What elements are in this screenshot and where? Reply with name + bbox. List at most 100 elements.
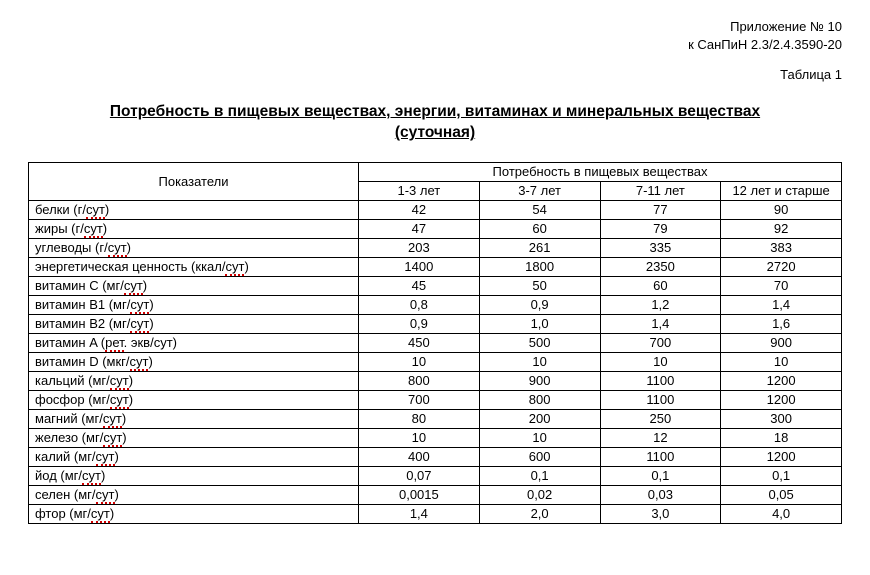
cell-value: 0,0015 bbox=[359, 485, 480, 504]
row-label-squiggle: сут bbox=[96, 487, 115, 504]
cell-value: 92 bbox=[721, 219, 842, 238]
cell-value: 10 bbox=[600, 352, 721, 371]
cell-value: 0,07 bbox=[359, 466, 480, 485]
col-header-indicator: Показатели bbox=[29, 162, 359, 200]
header-line-2: к СанПиН 2.3/2.4.3590-20 bbox=[28, 36, 842, 54]
row-label-pre: витамин D (мкг/ bbox=[35, 354, 130, 369]
cell-value: 300 bbox=[721, 409, 842, 428]
row-label-pre: йод (мг/ bbox=[35, 468, 82, 483]
cell-value: 2350 bbox=[600, 257, 721, 276]
table-row: витамин D (мкг/сут)10101010 bbox=[29, 352, 842, 371]
row-label-post: ) bbox=[149, 316, 153, 331]
row-label-post: ) bbox=[122, 411, 126, 426]
table-body: белки (г/сут)42547790жиры (г/сут)4760799… bbox=[29, 200, 842, 523]
table-row: витамин A (рет. экв/сут)450500700900 bbox=[29, 333, 842, 352]
title-line-2: (суточная) bbox=[395, 124, 475, 141]
table-row: фосфор (мг/сут)70080011001200 bbox=[29, 390, 842, 409]
cell-value: 0,9 bbox=[359, 314, 480, 333]
table-row: углеводы (г/сут)203261335383 bbox=[29, 238, 842, 257]
title-line-1: Потребность в пищевых веществах, энергии… bbox=[110, 103, 760, 120]
row-label-pre: кальций (мг/ bbox=[35, 373, 110, 388]
table-number-label: Таблица 1 bbox=[28, 67, 842, 82]
cell-value: 42 bbox=[359, 200, 480, 219]
row-label-squiggle: сут bbox=[84, 221, 103, 238]
row-label: витамин B2 (мг/сут) bbox=[29, 314, 359, 333]
nutrition-table-container: Показатели Потребность в пищевых веществ… bbox=[28, 162, 842, 524]
cell-value: 900 bbox=[721, 333, 842, 352]
table-row: магний (мг/сут)80200250300 bbox=[29, 409, 842, 428]
table-row: кальций (мг/сут)80090011001200 bbox=[29, 371, 842, 390]
cell-value: 1100 bbox=[600, 390, 721, 409]
table-row: белки (г/сут)42547790 bbox=[29, 200, 842, 219]
row-label-post: . экв/сут) bbox=[124, 335, 177, 350]
cell-value: 12 bbox=[600, 428, 721, 447]
row-label-post: ) bbox=[148, 354, 152, 369]
cell-value: 10 bbox=[359, 352, 480, 371]
row-label: селен (мг/сут) bbox=[29, 485, 359, 504]
cell-value: 1100 bbox=[600, 447, 721, 466]
row-label-squiggle: сут bbox=[91, 506, 110, 523]
row-label: белки (г/сут) bbox=[29, 200, 359, 219]
row-label-post: ) bbox=[105, 202, 109, 217]
cell-value: 10 bbox=[479, 428, 600, 447]
cell-value: 500 bbox=[479, 333, 600, 352]
row-label: витамин D (мкг/сут) bbox=[29, 352, 359, 371]
row-label-post: ) bbox=[101, 468, 105, 483]
cell-value: 79 bbox=[600, 219, 721, 238]
row-label-squiggle: сут bbox=[130, 354, 149, 371]
cell-value: 800 bbox=[479, 390, 600, 409]
cell-value: 203 bbox=[359, 238, 480, 257]
row-label: витамин B1 (мг/сут) bbox=[29, 295, 359, 314]
cell-value: 1,4 bbox=[359, 504, 480, 523]
row-label-post: ) bbox=[115, 487, 119, 502]
row-label-squiggle: сут bbox=[225, 259, 244, 276]
cell-value: 54 bbox=[479, 200, 600, 219]
cell-value: 2,0 bbox=[479, 504, 600, 523]
table-row: витамин C (мг/сут)45506070 bbox=[29, 276, 842, 295]
cell-value: 1800 bbox=[479, 257, 600, 276]
cell-value: 0,03 bbox=[600, 485, 721, 504]
row-label-post: ) bbox=[122, 430, 126, 445]
cell-value: 2720 bbox=[721, 257, 842, 276]
row-label-squiggle: сут bbox=[110, 392, 129, 409]
table-row: железо (мг/сут)10101218 bbox=[29, 428, 842, 447]
cell-value: 10 bbox=[359, 428, 480, 447]
cell-value: 383 bbox=[721, 238, 842, 257]
row-label-post: ) bbox=[103, 221, 107, 236]
nutrition-table: Показатели Потребность в пищевых веществ… bbox=[28, 162, 842, 524]
cell-value: 0,02 bbox=[479, 485, 600, 504]
row-label-post: ) bbox=[115, 449, 119, 464]
row-label-squiggle: сут bbox=[124, 278, 143, 295]
cell-value: 900 bbox=[479, 371, 600, 390]
cell-value: 0,1 bbox=[721, 466, 842, 485]
row-label-squiggle: сут bbox=[108, 240, 127, 257]
table-head: Показатели Потребность в пищевых веществ… bbox=[29, 162, 842, 200]
cell-value: 45 bbox=[359, 276, 480, 295]
row-label: йод (мг/сут) bbox=[29, 466, 359, 485]
row-label: кальций (мг/сут) bbox=[29, 371, 359, 390]
row-label-pre: магний (мг/ bbox=[35, 411, 103, 426]
row-label-post: ) bbox=[244, 259, 248, 274]
row-label-pre: селен (мг/ bbox=[35, 487, 96, 502]
table-row: фтор (мг/сут)1,42,03,04,0 bbox=[29, 504, 842, 523]
col-header-age-3: 12 лет и старше bbox=[721, 181, 842, 200]
cell-value: 10 bbox=[721, 352, 842, 371]
cell-value: 1100 bbox=[600, 371, 721, 390]
row-label-pre: витамин B2 (мг/ bbox=[35, 316, 130, 331]
cell-value: 1200 bbox=[721, 390, 842, 409]
cell-value: 600 bbox=[479, 447, 600, 466]
row-label-post: ) bbox=[149, 297, 153, 312]
cell-value: 0,05 bbox=[721, 485, 842, 504]
cell-value: 10 bbox=[479, 352, 600, 371]
row-label-pre: фосфор (мг/ bbox=[35, 392, 110, 407]
table-row: витамин B1 (мг/сут)0,80,91,21,4 bbox=[29, 295, 842, 314]
cell-value: 4,0 bbox=[721, 504, 842, 523]
row-label: железо (мг/сут) bbox=[29, 428, 359, 447]
row-label: витамин A (рет. экв/сут) bbox=[29, 333, 359, 352]
row-label-pre: белки (г/ bbox=[35, 202, 86, 217]
row-label: магний (мг/сут) bbox=[29, 409, 359, 428]
row-label-pre: калий (мг/ bbox=[35, 449, 96, 464]
row-label: витамин C (мг/сут) bbox=[29, 276, 359, 295]
row-label: фосфор (мг/сут) bbox=[29, 390, 359, 409]
row-label-squiggle: сут bbox=[110, 373, 129, 390]
